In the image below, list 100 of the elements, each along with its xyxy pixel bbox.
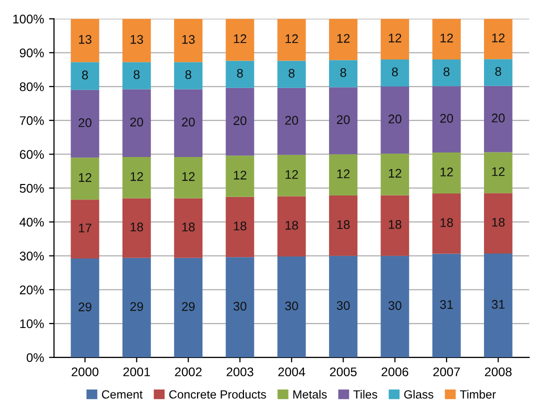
- bar: [484, 18, 512, 60]
- y-tick-label: 80%: [20, 82, 44, 92]
- bar: [122, 18, 151, 62]
- data-label: 8: [495, 66, 502, 76]
- data-label: 30: [285, 301, 298, 310]
- bar: [70, 258, 100, 358]
- data-label: 12: [234, 34, 246, 44]
- bar: [122, 156, 151, 198]
- y-tick-label: 30%: [20, 252, 44, 260]
- data-label: 18: [440, 218, 453, 228]
- x-tick-label: 2007: [433, 367, 460, 376]
- data-label: 13: [130, 34, 144, 44]
- data-label: 12: [440, 34, 453, 42]
- bar: [70, 90, 100, 158]
- bar: [432, 152, 461, 194]
- bar: [226, 196, 254, 258]
- bar: [70, 200, 100, 259]
- data-label: 17: [78, 224, 92, 232]
- data-label: 18: [182, 222, 195, 232]
- data-label: 12: [492, 167, 505, 176]
- legend-label: Glass: [404, 390, 434, 399]
- bar: [122, 258, 151, 358]
- y-tick-label: 60%: [20, 150, 44, 159]
- bar: [380, 256, 410, 358]
- bar: [174, 198, 202, 258]
- data-label: 29: [182, 302, 195, 311]
- bar: [277, 18, 306, 61]
- data-label: 18: [337, 220, 350, 230]
- data-label: 30: [336, 301, 350, 310]
- legend-label: Timber: [460, 390, 496, 399]
- data-label: 12: [286, 170, 298, 179]
- bar: [122, 62, 151, 90]
- data-label: 12: [388, 168, 402, 178]
- x-tick-label: 2001: [123, 367, 150, 376]
- data-label: 8: [444, 67, 450, 76]
- data-label: 20: [182, 118, 195, 126]
- legend-label: Tiles: [353, 390, 378, 399]
- bar: [174, 18, 202, 62]
- bar: [380, 59, 410, 87]
- bar: [277, 196, 306, 256]
- data-label: 8: [185, 70, 192, 80]
- data-label: 12: [234, 170, 246, 180]
- data-label: 29: [130, 302, 144, 311]
- bar: [329, 256, 358, 358]
- data-label: 20: [78, 118, 92, 128]
- bar: [174, 89, 202, 157]
- legend-label: Metals: [293, 390, 327, 399]
- y-tick-label: 70%: [20, 116, 44, 126]
- bar: [329, 196, 358, 256]
- data-label: 31: [440, 300, 453, 309]
- bar: [226, 257, 254, 358]
- bar: [174, 258, 202, 358]
- y-tick-label: 0%: [26, 353, 44, 362]
- bar: [174, 156, 202, 198]
- legend-label: Cement: [102, 390, 143, 399]
- bar: [70, 158, 100, 200]
- bar: [277, 60, 306, 88]
- bar: [329, 60, 358, 88]
- bar: [329, 87, 358, 154]
- data-label: 12: [130, 172, 143, 181]
- bar: [380, 195, 410, 256]
- y-tick-label: 100%: [13, 14, 44, 24]
- y-tick-label: 20%: [20, 285, 44, 294]
- y-tick-label: 50%: [20, 184, 44, 193]
- x-tick-label: 2008: [484, 367, 512, 376]
- x-tick-label: 2003: [226, 367, 254, 376]
- bar: [432, 254, 461, 358]
- data-label: 8: [134, 70, 140, 80]
- data-label: 20: [388, 114, 402, 124]
- data-label: 30: [233, 302, 246, 311]
- bar: [277, 88, 306, 155]
- bar: [484, 253, 512, 358]
- x-tick-label: 2004: [278, 367, 306, 376]
- data-label: 18: [388, 220, 402, 229]
- legend-label: Concrete Products: [169, 390, 266, 399]
- bar: [329, 154, 358, 196]
- x-tick-label: 2002: [175, 367, 202, 376]
- data-label: 13: [182, 34, 195, 44]
- bar: [277, 154, 306, 196]
- bar: [380, 86, 410, 154]
- bar: [329, 18, 358, 60]
- data-label: 8: [392, 67, 398, 76]
- bar: [380, 18, 410, 60]
- x-tick-label: 2000: [72, 367, 98, 376]
- data-label: 12: [286, 34, 298, 44]
- data-label: 8: [82, 70, 88, 80]
- data-label: 20: [440, 114, 454, 123]
- bar: [484, 152, 512, 194]
- x-tick-label: 2005: [330, 367, 357, 376]
- bar: [122, 89, 151, 157]
- data-label: 18: [130, 222, 144, 232]
- bar: [226, 156, 254, 197]
- data-label: 8: [237, 68, 243, 78]
- data-label: 8: [288, 68, 295, 78]
- data-label: 29: [78, 302, 92, 312]
- data-label: 12: [182, 172, 195, 181]
- bar: [226, 18, 254, 61]
- bar: [484, 193, 512, 254]
- bar: [70, 18, 100, 62]
- y-tick-label: 90%: [20, 48, 44, 58]
